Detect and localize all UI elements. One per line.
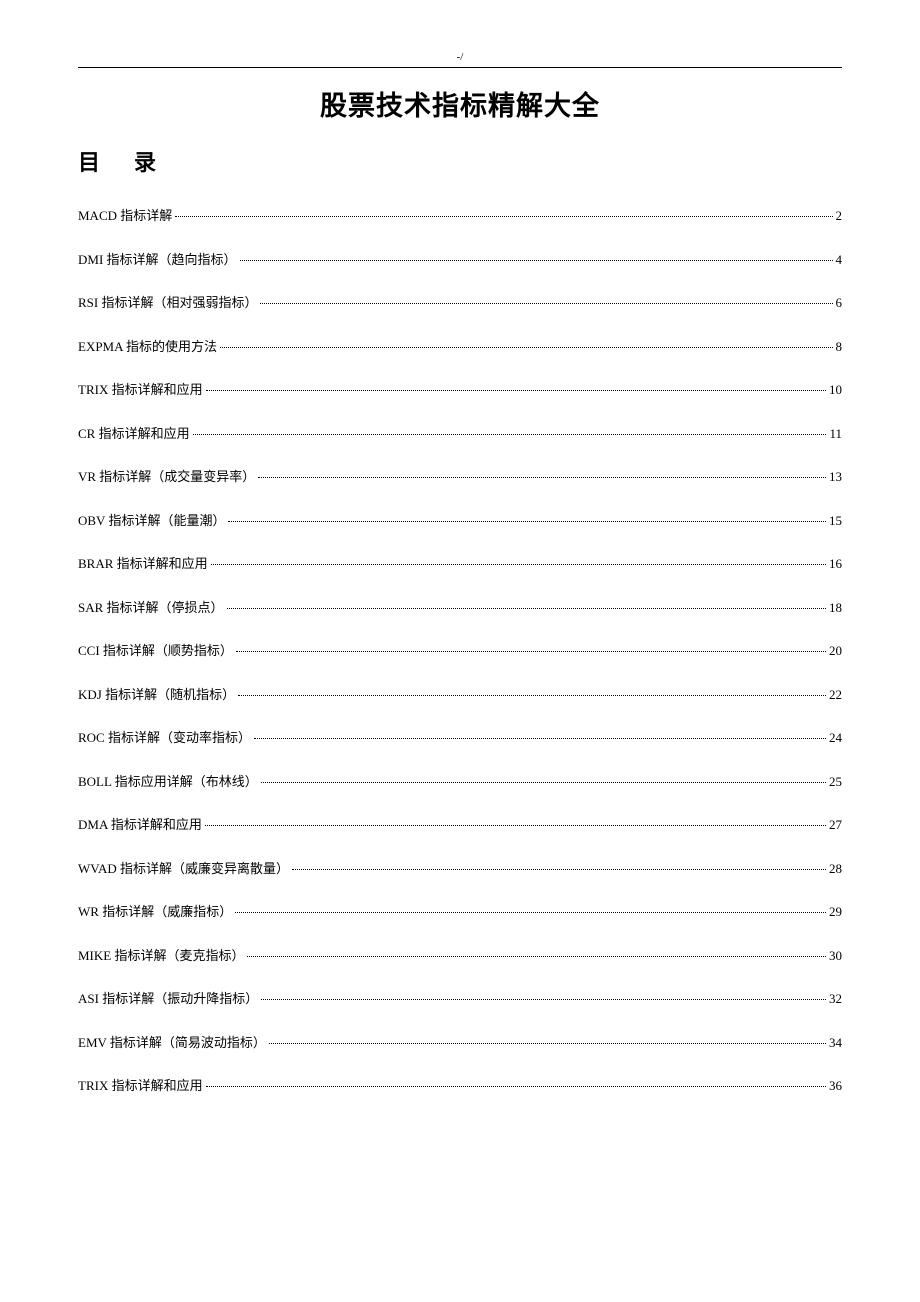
toc-item-page: 28: [829, 861, 842, 877]
toc-item-label: OBV 指标详解（能量潮）: [78, 510, 225, 529]
toc-item: BRAR 指标详解和应用 16: [78, 553, 842, 572]
toc-item-leader: [211, 564, 826, 565]
toc-item-label: MACD 指标详解: [78, 205, 172, 224]
toc-item: BOLL 指标应用详解（布林线） 25: [78, 771, 842, 790]
toc-item-leader: [236, 651, 826, 652]
toc-item: WR 指标详解（威廉指标） 29: [78, 901, 842, 920]
toc-item-leader: [258, 477, 826, 478]
toc-item-label: WVAD 指标详解（威廉变异离散量）: [78, 858, 289, 877]
toc-item: ASI 指标详解（振动升降指标） 32: [78, 988, 842, 1007]
toc-item-leader: [220, 347, 832, 348]
toc-item-label: RSI 指标详解（相对强弱指标）: [78, 292, 257, 311]
toc-item: TRIX 指标详解和应用 36: [78, 1075, 842, 1094]
toc-item: ROC 指标详解（变动率指标） 24: [78, 727, 842, 746]
document-page: -/ 股票技术指标精解大全 目 录 MACD 指标详解 2 DMI 指标详解（趋向指…: [0, 0, 920, 1094]
toc-item-leader: [228, 521, 826, 522]
toc-item-label: EMV 指标详解（简易波动指标）: [78, 1032, 266, 1051]
toc-item: CR 指标详解和应用 11: [78, 423, 842, 442]
toc-item: EXPMA 指标的使用方法 8: [78, 336, 842, 355]
toc-item-page: 13: [829, 469, 842, 485]
toc-item-label: SAR 指标详解（停损点）: [78, 597, 224, 616]
toc-item-page: 32: [829, 991, 842, 1007]
toc-item-label: TRIX 指标详解和应用: [78, 379, 203, 398]
toc-item-leader: [260, 303, 832, 304]
toc-item-label: DMI 指标详解（趋向指标）: [78, 249, 237, 268]
toc-item-page: 16: [829, 556, 842, 572]
toc-item-page: 18: [829, 600, 842, 616]
toc-item-page: 20: [829, 643, 842, 659]
toc-item-label: TRIX 指标详解和应用: [78, 1075, 203, 1094]
toc-item-label: KDJ 指标详解（随机指标）: [78, 684, 235, 703]
toc-list: MACD 指标详解 2 DMI 指标详解（趋向指标） 4 RSI 指标详解（相对强弱指标…: [78, 205, 842, 1094]
toc-item-page: 24: [829, 730, 842, 746]
toc-item-label: ROC 指标详解（变动率指标）: [78, 727, 251, 746]
toc-item-leader: [247, 956, 826, 957]
toc-item: CCI 指标详解（顺势指标） 20: [78, 640, 842, 659]
toc-item: EMV 指标详解（简易波动指标） 34: [78, 1032, 842, 1051]
toc-item: RSI 指标详解（相对强弱指标） 6: [78, 292, 842, 311]
toc-item: OBV 指标详解（能量潮） 15: [78, 510, 842, 529]
toc-item-label: EXPMA 指标的使用方法: [78, 336, 217, 355]
toc-item: MACD 指标详解 2: [78, 205, 842, 224]
toc-item-leader: [261, 782, 826, 783]
toc-item: VR 指标详解（成交量变异率） 13: [78, 466, 842, 485]
toc-item-label: BRAR 指标详解和应用: [78, 553, 208, 572]
toc-item-page: 11: [829, 426, 842, 442]
toc-item-label: MIKE 指标详解（麦克指标）: [78, 945, 244, 964]
toc-item-leader: [261, 999, 826, 1000]
toc-item-leader: [240, 260, 833, 261]
header-marker: -/: [78, 51, 842, 63]
toc-item: MIKE 指标详解（麦克指标） 30: [78, 945, 842, 964]
toc-item: WVAD 指标详解（威廉变异离散量） 28: [78, 858, 842, 877]
toc-item-page: 34: [829, 1035, 842, 1051]
toc-item: DMI 指标详解（趋向指标） 4: [78, 249, 842, 268]
toc-item: DMA 指标详解和应用 27: [78, 814, 842, 833]
toc-item-leader: [227, 608, 826, 609]
toc-item-leader: [205, 825, 826, 826]
toc-item-page: 8: [836, 339, 843, 355]
toc-item-label: VR 指标详解（成交量变异率）: [78, 466, 255, 485]
toc-item-page: 30: [829, 948, 842, 964]
toc-item-leader: [206, 1086, 826, 1087]
toc-item-label: DMA 指标详解和应用: [78, 814, 202, 833]
toc-item-page: 2: [836, 208, 843, 224]
toc-item-page: 36: [829, 1078, 842, 1094]
toc-item-leader: [254, 738, 826, 739]
toc-item-page: 4: [836, 252, 843, 268]
toc-item-label: CR 指标详解和应用: [78, 423, 190, 442]
toc-item-leader: [235, 912, 826, 913]
toc-item-label: WR 指标详解（威廉指标）: [78, 901, 232, 920]
document-title: 股票技术指标精解大全: [78, 84, 842, 123]
toc-item-page: 15: [829, 513, 842, 529]
toc-item-page: 25: [829, 774, 842, 790]
toc-item-leader: [238, 695, 826, 696]
toc-heading: 目 录: [78, 145, 842, 177]
toc-item-leader: [175, 216, 832, 217]
toc-item-label: CCI 指标详解（顺势指标）: [78, 640, 233, 659]
header-rule: [78, 67, 842, 68]
toc-item-page: 22: [829, 687, 842, 703]
toc-item: KDJ 指标详解（随机指标） 22: [78, 684, 842, 703]
toc-item-leader: [269, 1043, 826, 1044]
toc-item-leader: [206, 390, 826, 391]
toc-item-leader: [292, 869, 826, 870]
toc-item-leader: [193, 434, 827, 435]
toc-item-page: 6: [836, 295, 843, 311]
toc-item-label: ASI 指标详解（振动升降指标）: [78, 988, 258, 1007]
toc-item: SAR 指标详解（停损点） 18: [78, 597, 842, 616]
toc-item-page: 27: [829, 817, 842, 833]
toc-item: TRIX 指标详解和应用 10: [78, 379, 842, 398]
toc-item-label: BOLL 指标应用详解（布林线）: [78, 771, 258, 790]
toc-item-page: 10: [829, 382, 842, 398]
toc-item-page: 29: [829, 904, 842, 920]
